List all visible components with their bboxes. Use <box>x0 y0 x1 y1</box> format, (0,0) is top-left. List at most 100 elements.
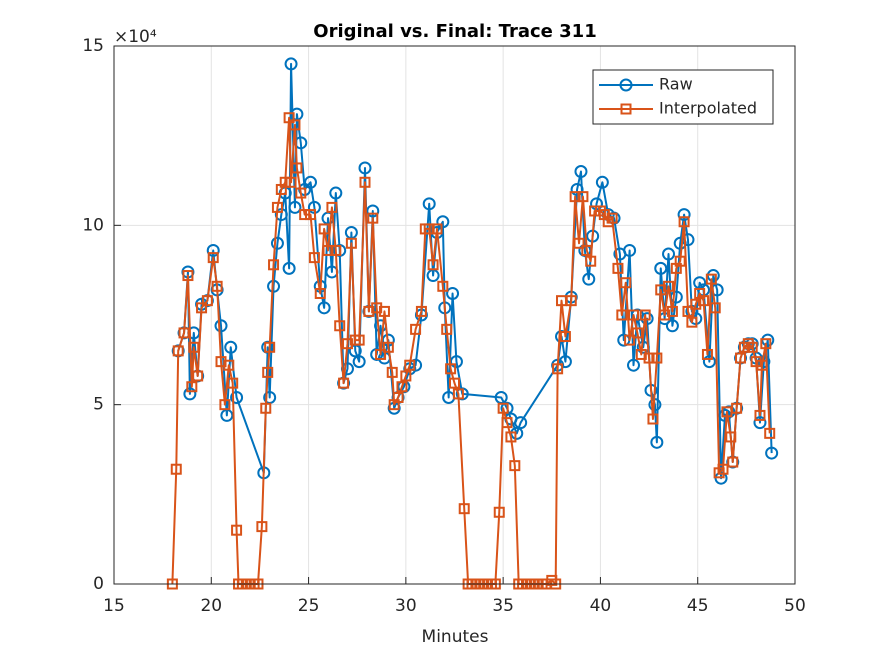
square-marker <box>322 244 334 256</box>
circle-marker <box>650 435 664 449</box>
square-marker <box>449 377 460 389</box>
square-marker <box>441 323 453 335</box>
x-tick-label: 20 <box>200 596 222 616</box>
square-marker <box>256 521 268 533</box>
square-marker <box>612 262 624 274</box>
circle-marker <box>422 197 436 211</box>
square-marker <box>760 338 772 350</box>
square-marker <box>497 402 509 414</box>
square-marker <box>295 187 307 199</box>
square-marker <box>431 223 443 235</box>
square-marker <box>264 341 276 353</box>
square-marker <box>201 295 213 307</box>
square-marker <box>585 255 597 267</box>
square-marker <box>725 431 737 443</box>
square-marker <box>207 252 219 264</box>
square-marker <box>359 176 371 188</box>
square-marker <box>746 341 758 353</box>
x-tick-label: 45 <box>687 596 709 616</box>
square-marker <box>663 280 675 292</box>
y-tick-label: 15 <box>82 36 104 56</box>
y-exponent-label: ×10⁴ <box>114 27 157 47</box>
square-marker <box>223 359 235 371</box>
circle-marker <box>206 243 220 257</box>
square-marker <box>437 280 449 292</box>
square-marker <box>666 305 678 317</box>
circle-marker <box>702 355 716 369</box>
circle-marker <box>662 247 676 261</box>
x-tick-label: 50 <box>784 596 806 616</box>
legend-label: Interpolated <box>659 99 757 118</box>
square-marker <box>400 370 412 382</box>
circle-marker <box>449 355 463 369</box>
square-marker <box>717 463 729 475</box>
circle-marker <box>358 161 372 175</box>
circle-marker <box>574 165 588 179</box>
square-marker <box>756 359 768 371</box>
square-marker <box>501 417 513 429</box>
square-marker <box>404 359 416 371</box>
square-marker <box>565 295 577 307</box>
square-marker <box>353 334 365 346</box>
square-marker <box>643 352 655 364</box>
circle-marker <box>304 175 318 189</box>
square-marker <box>396 381 408 393</box>
square-marker <box>410 323 422 335</box>
circle-marker <box>582 272 596 286</box>
square-marker <box>182 270 194 282</box>
square-marker <box>698 295 710 307</box>
square-marker <box>268 259 280 271</box>
chart-title: Original vs. Final: Trace 311 <box>313 21 596 42</box>
square-marker <box>299 209 311 221</box>
y-tick-label: 10 <box>82 215 104 235</box>
x-tick-label: 30 <box>395 596 417 616</box>
circle-marker <box>329 186 343 200</box>
square-marker <box>219 399 231 411</box>
circle-marker <box>270 236 284 250</box>
square-marker <box>285 176 297 188</box>
square-marker <box>375 348 387 360</box>
axes-box <box>113 45 796 585</box>
square-marker <box>573 237 585 249</box>
y-tick-label: 5 <box>93 395 104 415</box>
square-marker <box>231 524 243 536</box>
square-marker <box>308 252 320 264</box>
square-marker <box>305 209 317 221</box>
square-marker <box>678 216 690 228</box>
circle-marker <box>753 416 767 430</box>
square-marker <box>192 370 204 382</box>
square-marker <box>682 305 694 317</box>
plot <box>166 57 779 590</box>
square-marker <box>291 162 303 174</box>
square-marker <box>330 244 342 256</box>
circle-marker <box>230 390 244 404</box>
square-marker <box>569 191 581 203</box>
square-marker <box>559 331 571 343</box>
square-marker <box>260 402 272 414</box>
circle-marker <box>224 340 238 354</box>
circle-marker <box>352 355 366 369</box>
square-marker <box>616 309 628 321</box>
square-marker <box>509 460 521 472</box>
square-marker <box>283 112 295 124</box>
square-marker <box>423 223 435 235</box>
circle-marker <box>366 204 380 218</box>
square-marker <box>651 352 663 364</box>
circle-marker <box>446 286 460 300</box>
x-axis-label: Minutes <box>422 627 489 647</box>
square-marker <box>318 223 330 235</box>
legend-label: Raw <box>659 75 693 94</box>
square-marker <box>378 305 390 317</box>
square-marker <box>674 255 686 267</box>
square-marker <box>709 302 721 314</box>
square-marker <box>334 320 346 332</box>
square-marker <box>289 119 301 131</box>
square-marker <box>382 341 394 353</box>
square-marker <box>452 388 464 400</box>
square-marker <box>314 287 326 299</box>
square-marker <box>552 363 564 375</box>
square-marker <box>754 409 766 421</box>
square-marker <box>262 366 274 378</box>
circle-marker <box>436 215 450 229</box>
square-marker <box>581 244 593 256</box>
